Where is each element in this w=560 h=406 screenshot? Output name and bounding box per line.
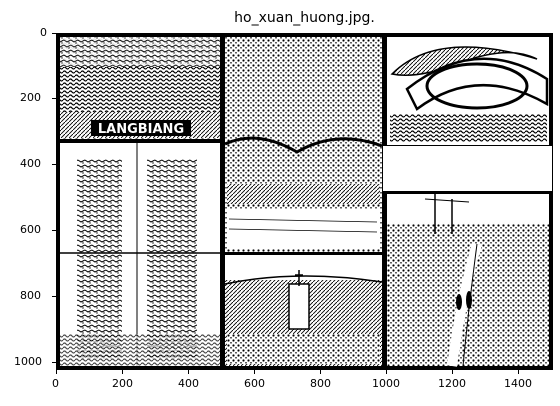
y-tick-mark <box>52 164 56 165</box>
y-tick-mark <box>52 98 56 99</box>
y-tick-mark <box>52 296 56 297</box>
x-tick-mark <box>122 370 123 374</box>
x-tick-label: 800 <box>310 377 331 390</box>
y-tick-mark <box>52 230 56 231</box>
x-tick-mark <box>254 370 255 374</box>
y-tick-label: 1000 <box>14 355 42 368</box>
image-axes: LANGBIANG <box>56 33 553 370</box>
x-tick-label: 1200 <box>438 377 466 390</box>
y-tick-label: 200 <box>20 91 41 104</box>
x-tick-mark <box>320 370 321 374</box>
x-tick-label: 200 <box>112 377 133 390</box>
x-tick-label: 400 <box>178 377 199 390</box>
church-town-panel <box>224 255 383 366</box>
forest-lake-panel <box>224 37 383 252</box>
x-tick-label: 600 <box>244 377 265 390</box>
y-tick-label: 400 <box>20 157 41 170</box>
hill-path-panel <box>387 192 549 367</box>
x-tick-mark <box>188 370 189 374</box>
ornate-gate-panel <box>60 143 220 366</box>
langbiang-text: LANGBIANG <box>98 122 184 137</box>
flower-dome-panel <box>387 37 549 145</box>
y-tick-mark <box>52 362 56 363</box>
x-tick-mark <box>518 370 519 374</box>
x-tick-mark <box>386 370 387 374</box>
x-tick-mark <box>56 370 57 374</box>
figure-title: ho_xuan_huong.jpg. <box>234 10 375 26</box>
langbiang-panel: LANGBIANG <box>60 37 220 139</box>
collage-image: LANGBIANG <box>57 34 552 369</box>
x-tick-label: 1400 <box>504 377 532 390</box>
y-tick-mark <box>52 33 56 34</box>
x-tick-mark <box>452 370 453 374</box>
y-tick-label: 600 <box>20 223 41 236</box>
x-tick-label: 1000 <box>372 377 400 390</box>
x-tick-label: 0 <box>52 377 59 390</box>
y-tick-label: 800 <box>20 289 41 302</box>
y-tick-label: 0 <box>40 26 47 39</box>
